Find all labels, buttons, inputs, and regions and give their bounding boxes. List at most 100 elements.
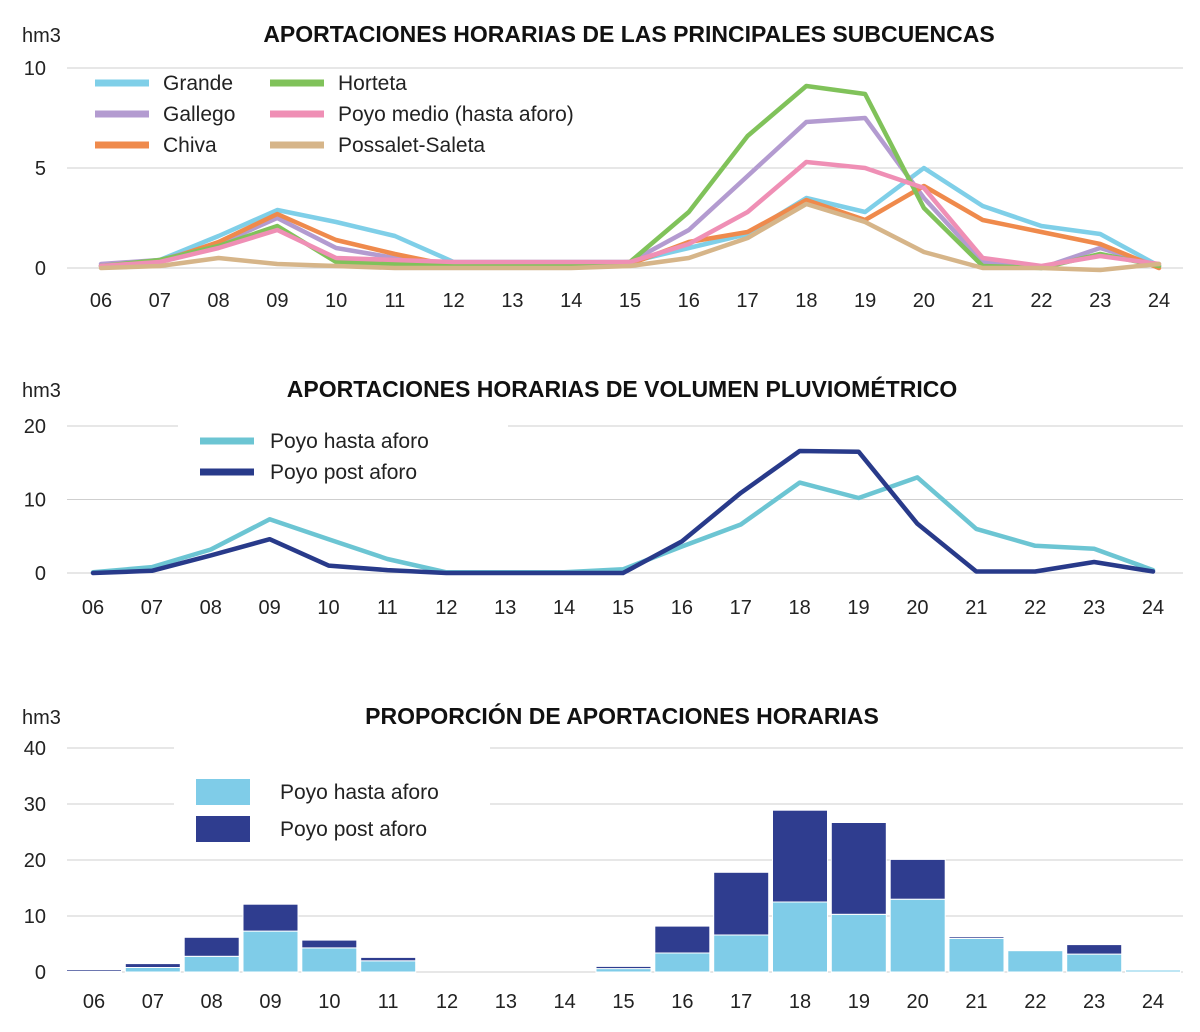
x-tick-label: 17 bbox=[736, 290, 758, 312]
y-unit-label: hm3 bbox=[22, 380, 61, 402]
x-tick-label: 20 bbox=[906, 597, 928, 619]
series-line-grande bbox=[98, 165, 1162, 269]
x-tick-label: 19 bbox=[854, 290, 876, 312]
legend-label: Possalet-Saleta bbox=[338, 134, 485, 157]
x-tick-label: 08 bbox=[200, 597, 222, 619]
bar-segment bbox=[183, 955, 240, 973]
legend-label: Poyo hasta aforo bbox=[270, 430, 429, 453]
bar-segment bbox=[66, 969, 122, 972]
x-tick-label: 14 bbox=[554, 991, 576, 1013]
x-tick-label: 24 bbox=[1142, 991, 1164, 1013]
x-tick-label: 11 bbox=[378, 991, 399, 1013]
legend-swatch bbox=[95, 79, 149, 87]
y-tick-label: 0 bbox=[35, 258, 46, 280]
x-tick-label: 06 bbox=[83, 991, 105, 1013]
bar-segment bbox=[948, 937, 1005, 973]
y-unit-label: hm3 bbox=[22, 707, 61, 729]
bar-segment bbox=[889, 898, 946, 973]
legend-swatch bbox=[200, 468, 254, 476]
x-tick-label: 22 bbox=[1030, 290, 1052, 312]
y-tick-label: 10 bbox=[24, 906, 46, 928]
chart-1: 0 5 10 APORTACIONES HORARIAS DE LAS PRINCIP… bbox=[22, 21, 1183, 312]
x-tick-label: 07 bbox=[141, 597, 163, 619]
chart-title: PROPORCIÓN DE APORTACIONES HORARIAS bbox=[365, 702, 879, 729]
legend-label: Poyo hasta aforo bbox=[280, 781, 439, 804]
bar-segment bbox=[124, 963, 181, 968]
x-tick-label: 16 bbox=[671, 597, 693, 619]
chart-title: APORTACIONES HORARIAS DE LAS PRINCIPALES… bbox=[263, 21, 994, 47]
x-tick-label: 13 bbox=[501, 290, 523, 312]
x-tick-label: 06 bbox=[82, 597, 104, 619]
legend-label: Grande bbox=[163, 72, 233, 95]
x-tick-label: 24 bbox=[1148, 290, 1170, 312]
x-tick-label: 06 bbox=[90, 290, 112, 312]
x-tick-label: 16 bbox=[678, 290, 700, 312]
bar-segment bbox=[301, 947, 358, 973]
bar-segment bbox=[830, 913, 887, 973]
bar-segment bbox=[772, 901, 828, 973]
bar-segment bbox=[595, 965, 652, 970]
bar-segment bbox=[301, 939, 358, 949]
bar-segment bbox=[1066, 944, 1123, 955]
series-line-poyo-post-aforo bbox=[90, 448, 1156, 576]
x-tick-label: 20 bbox=[913, 290, 935, 312]
bar-segment bbox=[360, 960, 417, 973]
x-tick-label: 14 bbox=[560, 290, 582, 312]
chart-2: 0 10 20 APORTACIONES HORARIAS DE VOLUMEN PL… bbox=[22, 375, 1183, 619]
x-tick-label: 15 bbox=[612, 991, 634, 1013]
bar-segment bbox=[772, 809, 828, 903]
bar-segment bbox=[713, 934, 770, 973]
x-tick-label: 10 bbox=[325, 290, 347, 312]
bar-segment bbox=[1125, 968, 1181, 971]
series-line-gallego bbox=[98, 115, 1162, 271]
legend-swatch bbox=[196, 779, 250, 805]
chart-3: 0 10 20 30 40 PROPORCIÓN DE APORTACIONES HORA… bbox=[22, 702, 1183, 1013]
x-tick-label: 08 bbox=[207, 290, 229, 312]
bar-segment bbox=[242, 930, 299, 973]
x-tick-label: 11 bbox=[377, 597, 398, 619]
x-tick-label: 23 bbox=[1083, 597, 1105, 619]
x-tick-label: 09 bbox=[259, 991, 281, 1013]
legend-label: Horteta bbox=[338, 72, 407, 95]
bar-segment bbox=[360, 956, 417, 962]
chart-title: APORTACIONES HORARIAS DE VOLUMEN PLUVIOM… bbox=[287, 375, 957, 402]
legend-swatch bbox=[270, 110, 324, 118]
y-tick-label: 0 bbox=[35, 962, 46, 984]
bar-segment bbox=[889, 858, 946, 900]
y-tick-label: 20 bbox=[24, 850, 46, 872]
x-tick-label: 07 bbox=[149, 290, 171, 312]
y-tick-label: 40 bbox=[24, 738, 46, 760]
x-tick-label: 19 bbox=[847, 597, 869, 619]
x-tick-label: 09 bbox=[259, 597, 281, 619]
x-tick-label: 18 bbox=[795, 290, 817, 312]
x-tick-label: 18 bbox=[789, 991, 811, 1013]
x-tick-label: 13 bbox=[494, 597, 516, 619]
x-tick-label: 09 bbox=[266, 290, 288, 312]
legend-swatch bbox=[270, 79, 324, 87]
x-tick-label: 22 bbox=[1024, 597, 1046, 619]
y-tick-label: 20 bbox=[24, 416, 46, 438]
legend-label: Poyo post aforo bbox=[280, 818, 427, 841]
bar-segment bbox=[948, 936, 1005, 939]
bar-segment bbox=[654, 952, 711, 973]
series-line-possalet-saleta bbox=[98, 201, 1162, 273]
legend-swatch bbox=[196, 816, 250, 842]
x-tick-label: 16 bbox=[671, 991, 693, 1013]
legend-label: Poyo post aforo bbox=[270, 461, 417, 484]
x-tick-label: 24 bbox=[1142, 597, 1164, 619]
legend-swatch bbox=[270, 141, 324, 149]
y-tick-label: 10 bbox=[24, 490, 46, 512]
series-line-horteta bbox=[98, 83, 1162, 271]
x-tick-label: 12 bbox=[436, 991, 458, 1013]
x-tick-label: 21 bbox=[965, 991, 987, 1013]
x-tick-label: 14 bbox=[553, 597, 575, 619]
x-tick-label: 12 bbox=[435, 597, 457, 619]
x-tick-label: 21 bbox=[965, 597, 987, 619]
bar-segment bbox=[595, 968, 652, 973]
bar-segment bbox=[830, 822, 887, 915]
x-tick-label: 18 bbox=[789, 597, 811, 619]
legend-swatch bbox=[95, 141, 149, 149]
x-tick-label: 10 bbox=[317, 597, 339, 619]
x-tick-label: 17 bbox=[730, 597, 752, 619]
